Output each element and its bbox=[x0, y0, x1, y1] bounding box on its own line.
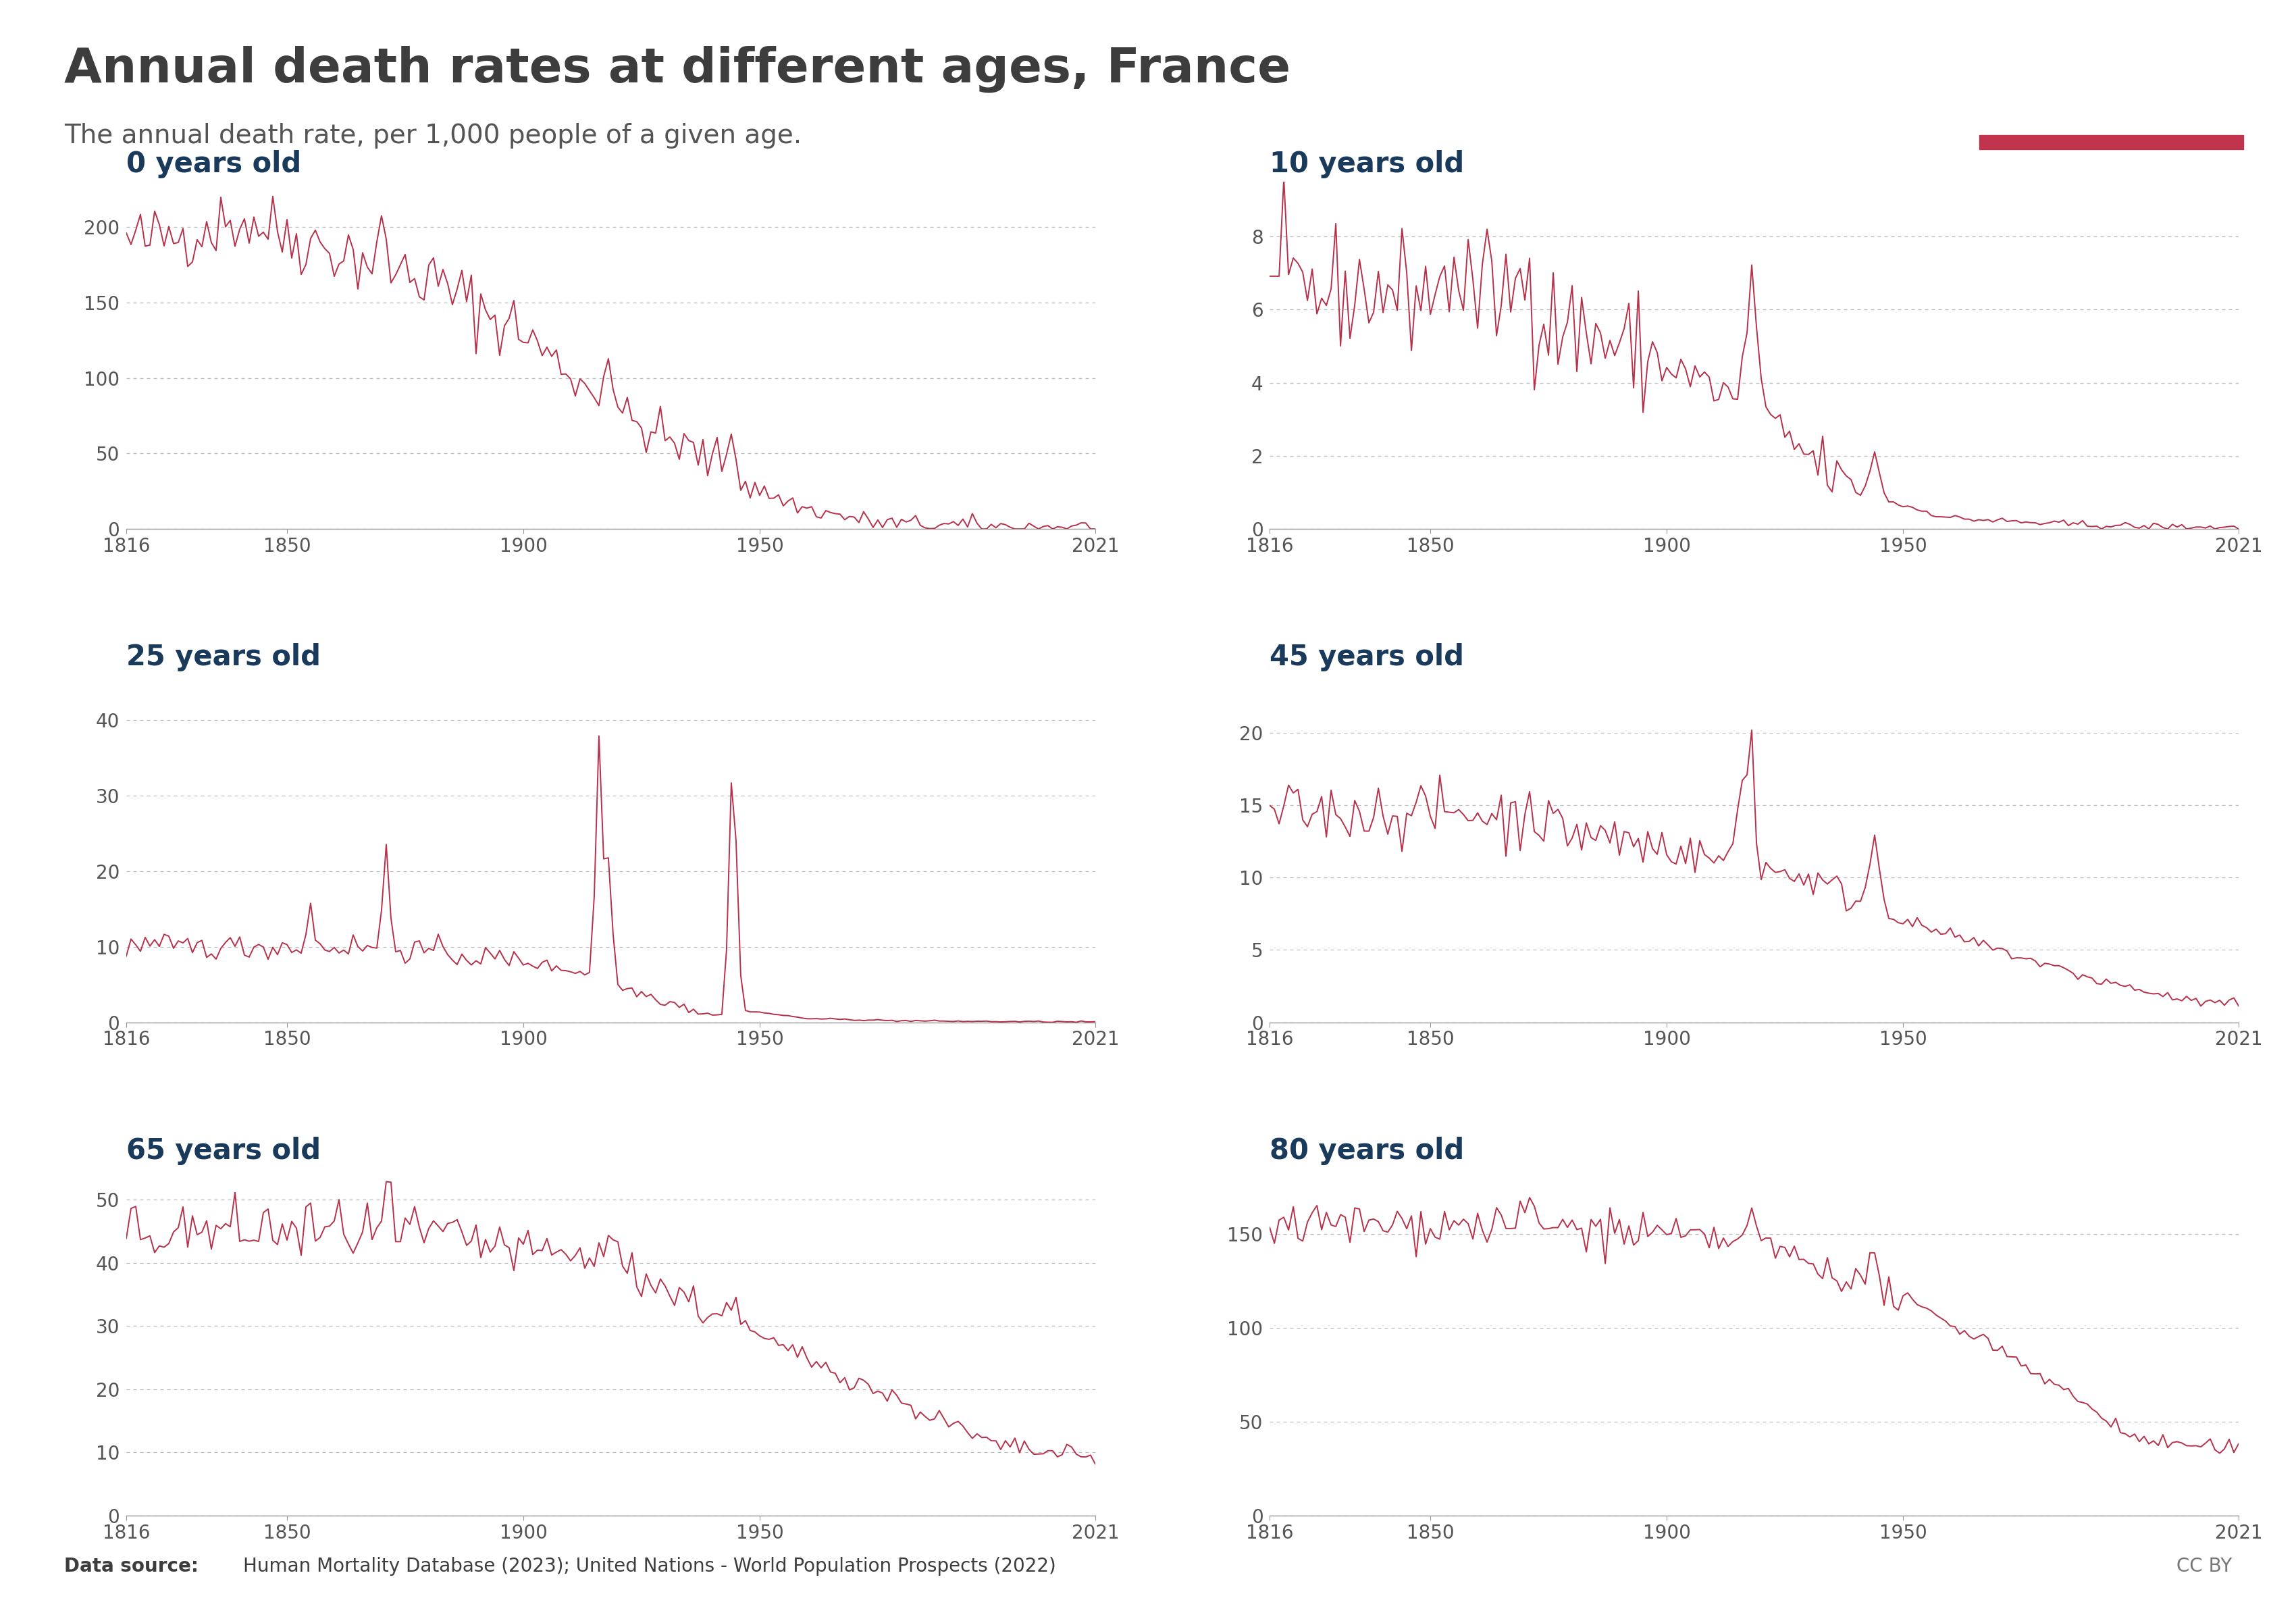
Bar bbox=[1979, 135, 2243, 149]
Text: Human Mortality Database (2023); United Nations - World Population Prospects (20: Human Mortality Database (2023); United … bbox=[243, 1556, 1056, 1576]
Text: 80 years old: 80 years old bbox=[1270, 1136, 1465, 1165]
Text: 10 years old: 10 years old bbox=[1270, 149, 1465, 178]
Text: Data source:: Data source: bbox=[64, 1556, 204, 1576]
Text: 65 years old: 65 years old bbox=[126, 1136, 321, 1165]
Text: in Data: in Data bbox=[2071, 92, 2151, 112]
Text: CC BY: CC BY bbox=[2177, 1556, 2232, 1576]
Text: The annual death rate, per 1,000 people of a given age.: The annual death rate, per 1,000 people … bbox=[64, 123, 801, 149]
Text: Annual death rates at different ages, France: Annual death rates at different ages, Fr… bbox=[64, 45, 1290, 92]
Text: 25 years old: 25 years old bbox=[126, 644, 321, 671]
Text: 45 years old: 45 years old bbox=[1270, 644, 1465, 671]
Text: Our World: Our World bbox=[2055, 45, 2167, 65]
Text: 0 years old: 0 years old bbox=[126, 149, 301, 178]
